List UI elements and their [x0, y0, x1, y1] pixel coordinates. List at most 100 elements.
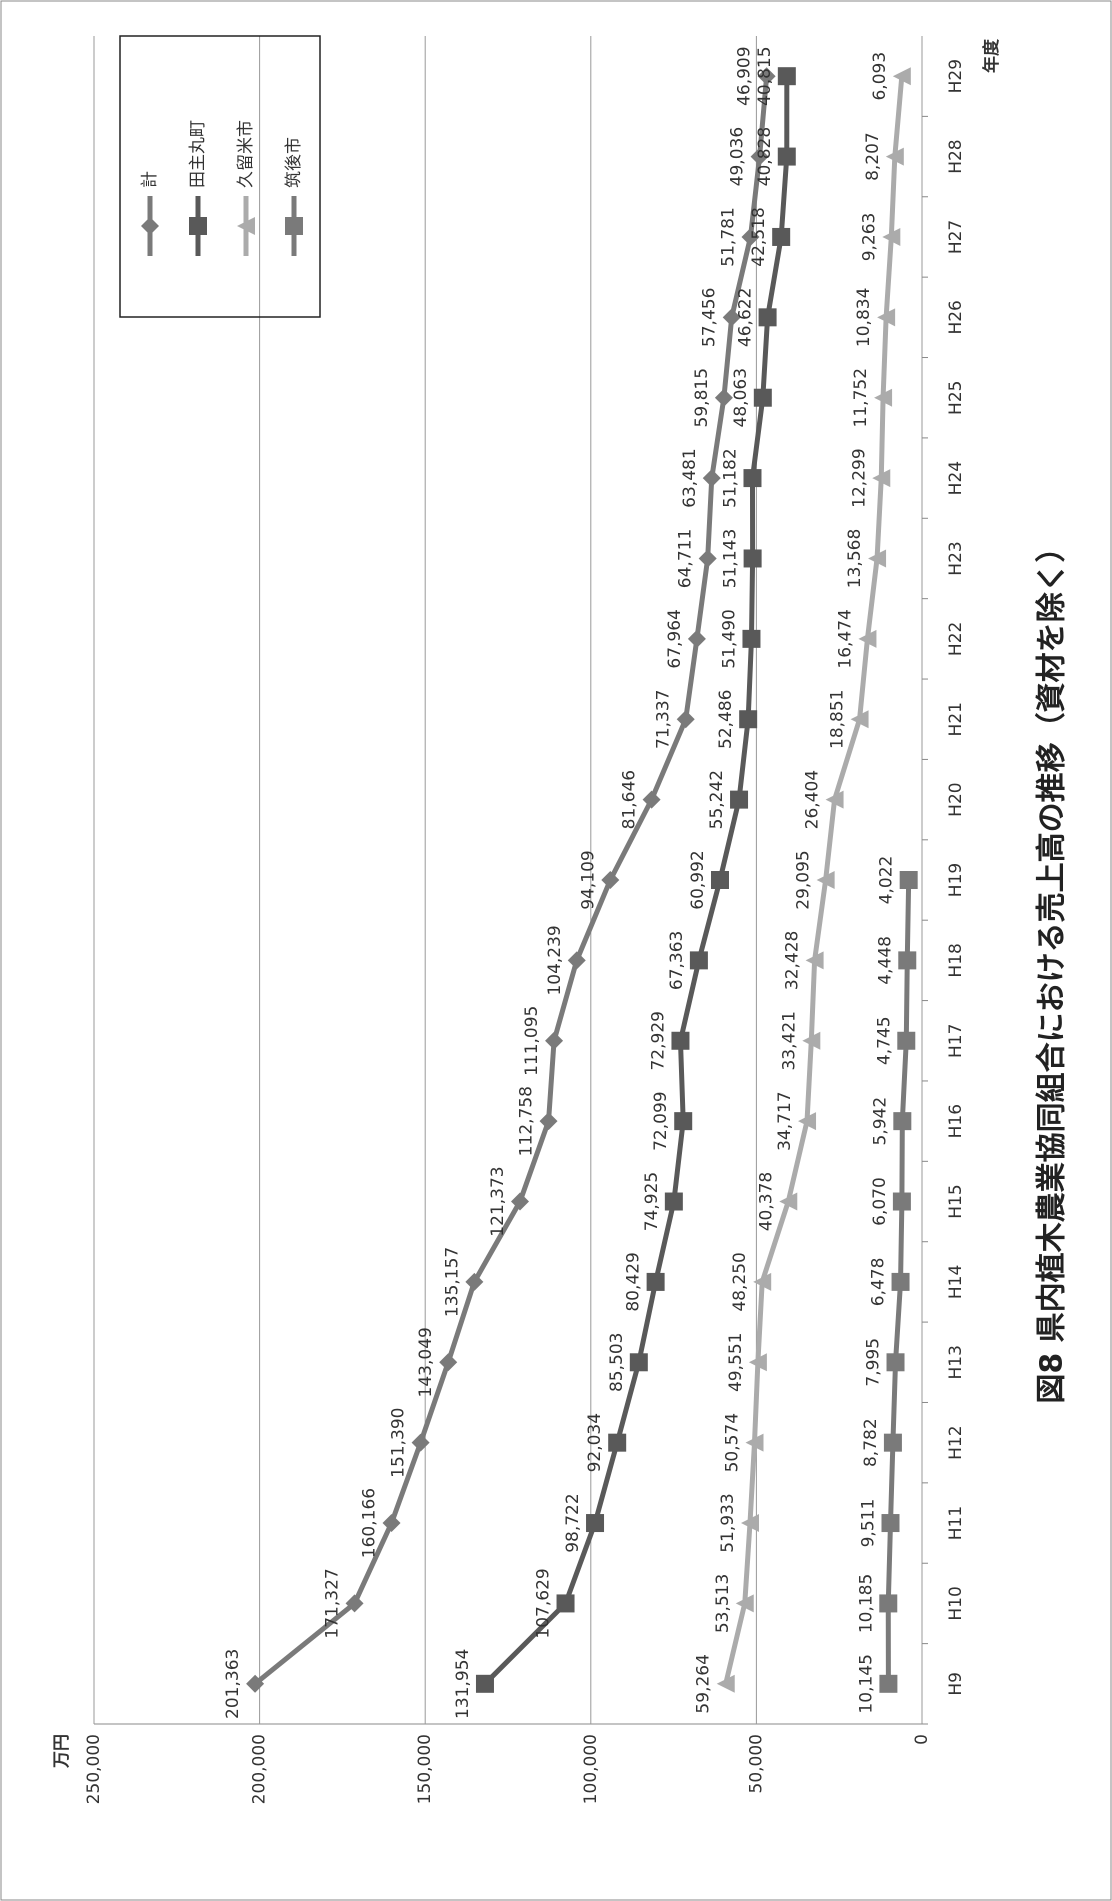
- marker: [741, 227, 760, 246]
- x-tick-label: H20: [946, 782, 966, 816]
- x-tick-label: H28: [946, 139, 966, 173]
- data-label: 67,363: [667, 931, 687, 990]
- x-tick-label: H10: [946, 1586, 966, 1620]
- data-label: 40,815: [755, 46, 775, 105]
- marker: [758, 308, 777, 327]
- marker: [745, 1433, 764, 1452]
- data-label: 64,711: [676, 529, 696, 588]
- data-label: 71,337: [654, 689, 674, 748]
- y-tick-label: 50,000: [746, 1734, 766, 1793]
- marker: [689, 951, 708, 970]
- data-label: 9,511: [858, 1499, 878, 1548]
- marker: [671, 1031, 690, 1050]
- marker: [858, 629, 877, 648]
- data-label: 131,954: [453, 1649, 473, 1719]
- x-tick-label: H22: [946, 622, 966, 656]
- data-label: 48,250: [730, 1252, 750, 1311]
- marker: [892, 67, 911, 86]
- marker: [601, 871, 620, 889]
- marker: [739, 710, 758, 729]
- x-tick-label: H11: [946, 1506, 966, 1540]
- marker: [891, 1272, 910, 1291]
- data-label: 40,378: [756, 1172, 776, 1231]
- data-label: 4,745: [874, 1016, 894, 1065]
- x-tick-label: H16: [946, 1104, 966, 1138]
- data-label: 74,925: [642, 1172, 662, 1231]
- marker: [687, 629, 706, 648]
- x-tick-label: H18: [946, 943, 966, 977]
- marker: [743, 549, 762, 568]
- x-tick-label: H19: [946, 863, 966, 897]
- marker: [716, 1674, 735, 1693]
- marker: [757, 67, 776, 86]
- marker: [779, 1192, 798, 1211]
- marker: [802, 1031, 821, 1050]
- marker: [237, 217, 255, 235]
- marker: [892, 1192, 911, 1211]
- data-label: 26,404: [803, 770, 823, 829]
- data-label: 112,758: [517, 1086, 537, 1156]
- marker: [874, 388, 893, 407]
- marker: [642, 790, 661, 809]
- marker: [629, 1353, 648, 1372]
- marker: [798, 1112, 817, 1131]
- marker: [567, 951, 586, 970]
- marker: [886, 1353, 905, 1372]
- data-label: 57,456: [700, 288, 720, 347]
- data-label: 10,145: [856, 1654, 876, 1713]
- marker: [674, 1112, 693, 1131]
- data-label: 51,143: [721, 529, 741, 588]
- data-label: 143,049: [416, 1327, 436, 1397]
- data-label: 46,622: [736, 288, 756, 347]
- data-label: 51,933: [718, 1493, 738, 1552]
- marker: [698, 549, 717, 568]
- data-label: 49,036: [728, 127, 748, 186]
- data-label: 104,239: [545, 925, 565, 995]
- data-label: 7,995: [864, 1338, 884, 1387]
- data-label: 63,481: [680, 448, 700, 507]
- data-label: 80,429: [624, 1252, 644, 1311]
- legend-label: 久留米市: [236, 120, 256, 188]
- data-label: 4,448: [875, 936, 895, 985]
- marker: [511, 1192, 530, 1211]
- marker: [608, 1433, 627, 1452]
- data-label: 18,851: [828, 689, 848, 748]
- marker: [850, 710, 869, 729]
- data-label: 59,264: [694, 1654, 714, 1713]
- data-label: 60,992: [688, 850, 708, 909]
- legend-box: [119, 35, 321, 318]
- x-tick-label: H17: [946, 1024, 966, 1058]
- data-label: 6,070: [870, 1177, 890, 1226]
- data-label: 121,373: [488, 1166, 508, 1236]
- marker: [777, 67, 796, 86]
- data-label: 85,503: [607, 1333, 627, 1392]
- x-tick-label: H26: [946, 300, 966, 334]
- marker: [777, 147, 796, 166]
- marker: [730, 790, 749, 809]
- x-tick-label: H29: [946, 59, 966, 93]
- data-label: 201,363: [223, 1649, 243, 1719]
- data-label: 33,421: [779, 1011, 799, 1070]
- marker: [748, 1353, 767, 1372]
- marker: [825, 790, 844, 809]
- data-label: 6,093: [870, 52, 890, 101]
- marker: [742, 629, 761, 648]
- marker: [556, 1594, 575, 1613]
- marker: [882, 227, 901, 246]
- data-label: 4,022: [877, 856, 897, 905]
- marker: [897, 1031, 916, 1050]
- marker: [722, 308, 741, 327]
- marker: [750, 147, 769, 166]
- data-label: 13,568: [845, 529, 865, 588]
- data-label: 12,299: [849, 448, 869, 507]
- data-label: 49,551: [726, 1333, 746, 1392]
- data-label: 151,390: [389, 1408, 409, 1478]
- data-label: 50,574: [722, 1413, 742, 1472]
- data-label: 72,929: [648, 1011, 668, 1070]
- marker: [805, 951, 824, 970]
- data-label: 51,182: [720, 448, 740, 507]
- marker: [753, 388, 772, 407]
- marker: [877, 308, 896, 327]
